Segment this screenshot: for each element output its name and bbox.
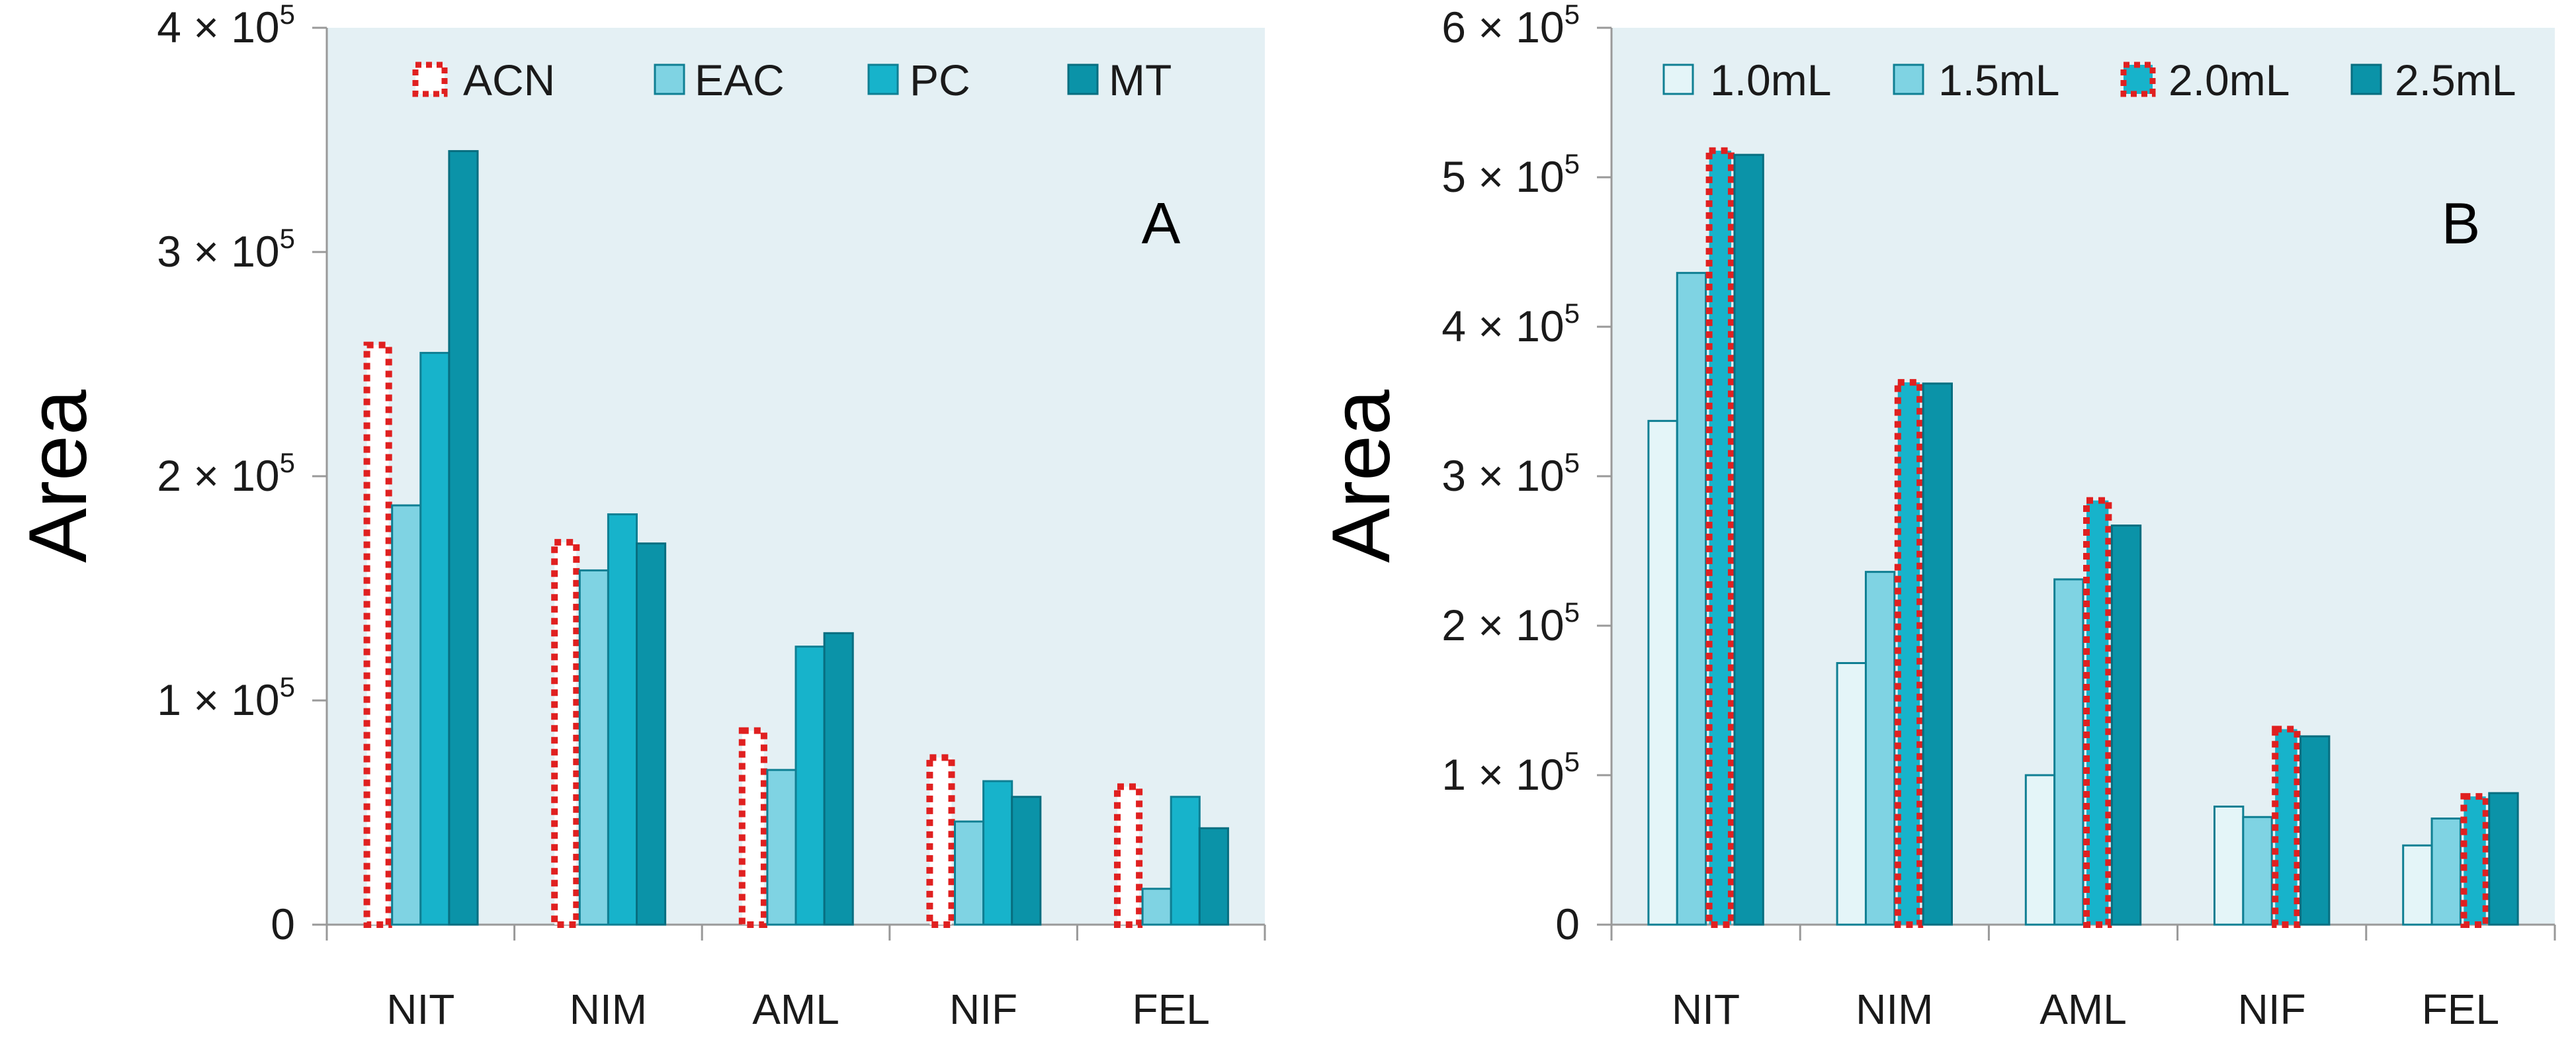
x-tick-label-nit: NIT (386, 986, 454, 1033)
legend-swatch-10ml (1662, 63, 1694, 95)
legend-swatch-pc (867, 63, 899, 95)
x-tick-label-nim: NIM (570, 986, 647, 1033)
bar-mt-nit (448, 149, 479, 926)
legend-label-25ml: 2.5mL (2395, 56, 2516, 105)
bar-acn-fel (1113, 783, 1143, 929)
x-tick-label-nim: NIM (1856, 986, 1933, 1033)
y-tick-label-b: 6 × 105 (1441, 0, 1580, 52)
bar-eac-aml (766, 769, 797, 926)
bar-mt-nim (636, 542, 667, 926)
bar-20ml-nit (1705, 147, 1735, 928)
bar-acn-nif (926, 754, 955, 928)
bar-15ml-aml (2053, 578, 2084, 926)
bar-10ml-nim (1836, 662, 1867, 926)
bar-acn-nit (363, 341, 392, 928)
bar-10ml-nit (1647, 419, 1678, 926)
y-tick-label-b: 1 × 105 (1441, 746, 1580, 799)
y-tick-label-b: 2 × 105 (1441, 597, 1580, 650)
bar-15ml-fel (2430, 818, 2462, 926)
y-tick-label-b: 3 × 105 (1441, 447, 1580, 500)
y-tick-label-a: 2 × 105 (157, 447, 295, 500)
legend-swatch-eac (654, 63, 685, 95)
x-tick-label-fel: FEL (2422, 986, 2499, 1033)
y-tick-label-b: 4 × 105 (1441, 298, 1580, 351)
legend-label-15ml: 1.5mL (1938, 56, 2059, 105)
legend-label-eac: EAC (695, 56, 785, 105)
bar-eac-nim (578, 569, 609, 926)
bar-20ml-nif (2272, 726, 2301, 929)
bar-pc-fel (1170, 796, 1201, 926)
legend-swatch-acn (412, 62, 448, 97)
y-tick-label-a: 3 × 105 (157, 223, 295, 276)
bar-25ml-nim (1922, 382, 1953, 926)
bar-10ml-nif (2213, 805, 2245, 926)
x-tick-label-nif: NIF (2238, 986, 2306, 1033)
bar-pc-nit (419, 352, 451, 926)
legend-swatch-15ml (1893, 63, 1924, 95)
y-axis-label-b: Area (1316, 390, 1407, 563)
y-tick-label-a: 0 (271, 900, 295, 948)
chart-panel-b: 0 1 × 105 2 × 105 3 × 105 4 × 105 5 × 105 6 × … (1316, 0, 2556, 1033)
bar-25ml-nit (1733, 153, 1764, 926)
bar-eac-nit (391, 504, 422, 926)
bar-10ml-fel (2402, 844, 2433, 926)
bar-25ml-nif (2299, 735, 2331, 926)
bar-pc-aml (794, 646, 826, 926)
bar-20ml-fel (2460, 793, 2489, 928)
legend-swatch-20ml (2120, 62, 2156, 97)
y-tick-label-b: 0 (1555, 900, 1580, 948)
x-tick-label-aml: AML (752, 986, 839, 1033)
x-tick-label-nit: NIT (1672, 986, 1740, 1033)
bar-acn-nim (551, 538, 580, 928)
y-tick-label-b: 5 × 105 (1441, 148, 1580, 201)
x-tick-label-aml: AML (2039, 986, 2127, 1033)
bar-15ml-nim (1864, 571, 1896, 926)
y-axis-label-a: Area (13, 390, 104, 563)
bar-eac-fel (1141, 888, 1172, 926)
legend-label-mt: MT (1109, 56, 1172, 105)
y-tick-label-a: 1 × 105 (157, 671, 295, 724)
legend-label-20ml: 2.0mL (2168, 56, 2290, 105)
bar-mt-nif (1011, 796, 1042, 926)
bar-mt-aml (823, 632, 854, 926)
bar-20ml-nim (1894, 379, 1924, 928)
bar-acn-aml (738, 727, 767, 929)
bar-25ml-fel (2488, 792, 2519, 926)
bar-15ml-nif (2242, 816, 2273, 926)
bar-20ml-aml (2083, 497, 2112, 928)
bar-mt-fel (1198, 827, 1229, 926)
x-tick-label-nif: NIF (949, 986, 1017, 1033)
panel-label-a: A (1142, 190, 1181, 256)
chart-panel-a: 0 1 × 105 2 × 105 3 × 105 4 × 105 NIT NIM AML NI… (13, 0, 1266, 1033)
panel-label-b: B (2442, 190, 2481, 256)
x-tick-label-fel: FEL (1133, 986, 1210, 1033)
legend-swatch-25ml (2350, 63, 2382, 95)
bar-15ml-nit (1676, 272, 1707, 926)
legend-label-acn: ACN (463, 56, 555, 105)
y-tick-label-a: 4 × 105 (157, 0, 295, 52)
legend-swatch-mt (1067, 63, 1099, 95)
bar-pc-nif (982, 780, 1013, 926)
bar-10ml-aml (2024, 774, 2056, 926)
legend-label-10ml: 1.0mL (1710, 56, 1831, 105)
bar-25ml-aml (2110, 524, 2142, 926)
bar-pc-nim (607, 513, 638, 926)
bar-eac-nif (953, 820, 985, 926)
legend-label-pc: PC (910, 56, 970, 105)
